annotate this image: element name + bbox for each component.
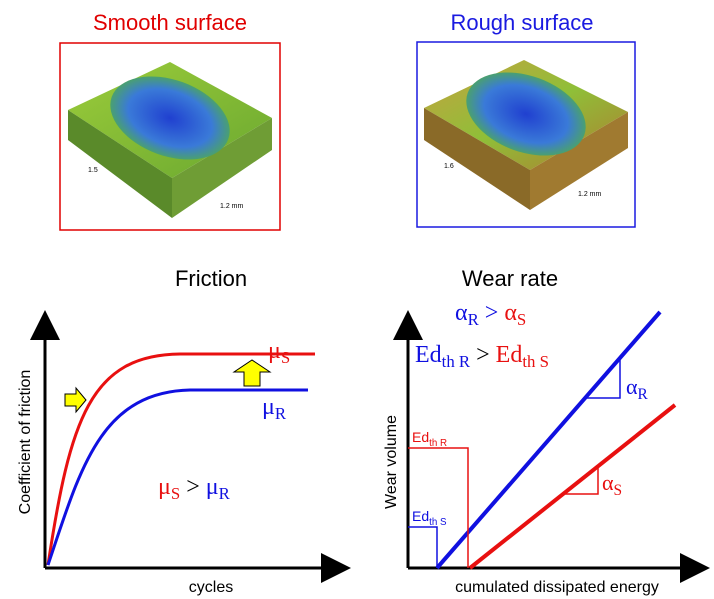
- text-part: μ: [268, 338, 281, 364]
- text-part: th S: [429, 517, 447, 528]
- length-label: 1.2 mm: [220, 203, 244, 210]
- panel-title: Rough surface: [450, 10, 593, 35]
- text-part: Ed: [412, 508, 429, 524]
- text-part: S: [614, 482, 623, 499]
- text-part: th S: [522, 352, 549, 371]
- slope-label: αR: [626, 374, 649, 403]
- text-part: α: [626, 374, 638, 399]
- text-part: >: [186, 474, 200, 500]
- text-part: α: [455, 300, 468, 326]
- curve: [46, 352, 315, 566]
- text-part: α: [602, 470, 614, 495]
- threshold: [408, 526, 438, 568]
- text-part: th R: [429, 438, 447, 449]
- relation: μS > μR: [158, 474, 231, 503]
- text-part: S: [171, 484, 180, 503]
- curve-label: μR: [262, 394, 287, 423]
- relation: αR > αS: [455, 300, 526, 329]
- surface-image: [424, 60, 628, 210]
- threshold: [408, 447, 469, 568]
- x-label: cycles: [189, 579, 233, 596]
- text-part: α: [504, 300, 517, 326]
- text-part: Ed: [412, 429, 429, 445]
- scale-label: 1.6: [444, 163, 454, 170]
- chart-title: Wear rate: [462, 266, 558, 291]
- curve-label: μS: [268, 338, 290, 367]
- x-label: cumulated dissipated energy: [455, 579, 659, 596]
- text-part: Ed: [496, 342, 523, 368]
- surface-image: [68, 62, 272, 218]
- y-label: Wear volume: [383, 415, 400, 509]
- panel-frame: [416, 41, 636, 228]
- slope-triangle: [563, 466, 599, 495]
- text-part: R: [468, 310, 480, 329]
- length-label: 1.2 mm: [578, 191, 602, 198]
- text-part: S: [517, 310, 526, 329]
- text-part: th R: [442, 352, 471, 371]
- slope-triangle: [585, 358, 621, 399]
- text-part: Ed: [415, 342, 442, 368]
- text-part: μ: [206, 474, 219, 500]
- text-part: μ: [158, 474, 171, 500]
- arrow-icon: [232, 359, 272, 387]
- chart-title: Friction: [175, 266, 247, 291]
- line: [468, 403, 677, 570]
- threshold-label: Edth S: [412, 508, 447, 528]
- text-part: μ: [262, 394, 275, 420]
- text-part: R: [638, 386, 649, 403]
- text-part: R: [219, 484, 231, 503]
- arrow-icon: [64, 386, 87, 414]
- curve: [46, 388, 308, 566]
- line: [435, 310, 662, 570]
- panel-title: Smooth surface: [93, 10, 247, 35]
- text-part: >: [485, 300, 499, 326]
- slope-label: αS: [602, 470, 622, 499]
- text-part: S: [281, 348, 290, 367]
- y-label: Coefficient of friction: [17, 370, 34, 515]
- text-part: R: [275, 404, 287, 423]
- scale-label: 1.5: [88, 167, 98, 174]
- threshold-label: Edth R: [412, 429, 447, 449]
- text-part: >: [476, 342, 490, 368]
- relation: Edth R > Edth S: [415, 342, 549, 371]
- panel-frame: [59, 42, 281, 231]
